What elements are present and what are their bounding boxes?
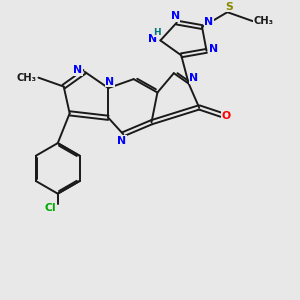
Text: N: N <box>171 11 180 21</box>
Text: CH₃: CH₃ <box>254 16 274 26</box>
Text: N: N <box>190 73 199 83</box>
Text: O: O <box>221 111 230 121</box>
Text: N: N <box>209 44 218 54</box>
Text: N: N <box>117 136 126 146</box>
Text: N: N <box>74 65 82 75</box>
Text: N: N <box>148 34 157 44</box>
Text: CH₃: CH₃ <box>16 73 37 82</box>
Text: N: N <box>105 76 114 86</box>
Text: Cl: Cl <box>44 203 56 213</box>
Text: H: H <box>153 28 161 37</box>
Text: S: S <box>225 2 233 12</box>
Text: N: N <box>204 17 213 27</box>
